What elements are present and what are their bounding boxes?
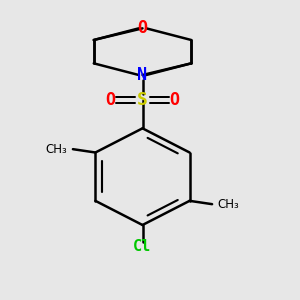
Text: CH₃: CH₃ (218, 198, 239, 211)
Text: S: S (137, 91, 148, 109)
Text: Cl: Cl (134, 239, 152, 254)
Text: O: O (169, 91, 179, 109)
Text: O: O (137, 19, 148, 37)
Text: O: O (106, 91, 116, 109)
Text: CH₃: CH₃ (46, 143, 67, 156)
Text: N: N (137, 66, 148, 84)
